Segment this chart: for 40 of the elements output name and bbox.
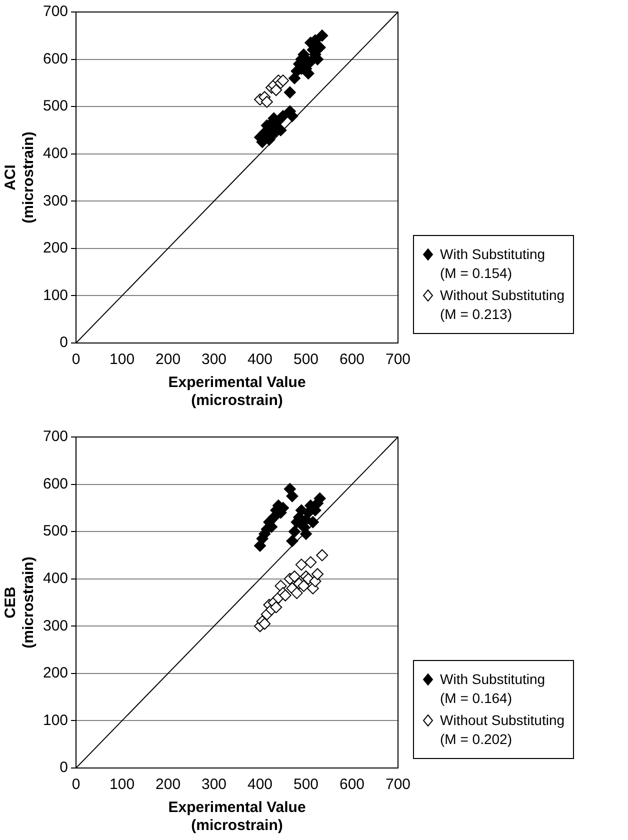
y-tick-label: 0 — [60, 334, 68, 352]
y-tick-label: 0 — [60, 759, 68, 776]
y-tick-label: 400 — [42, 570, 68, 587]
x-tick-label: 100 — [110, 776, 135, 794]
x-tick-label: 700 — [385, 776, 411, 794]
y-tick-label: 400 — [42, 145, 68, 162]
y-tick-label: 600 — [42, 50, 68, 68]
x-tick-label: 600 — [339, 776, 365, 794]
x-tick-label: 500 — [293, 351, 319, 368]
x-tick-label: 400 — [247, 776, 273, 794]
y-tick-label: 700 — [42, 3, 68, 20]
x-tick-label: 0 — [72, 776, 80, 794]
y-tick-label: 700 — [42, 428, 68, 446]
x-axis-title: Experimental Value (microstrain) — [168, 799, 306, 834]
y-tick-label: 600 — [42, 475, 68, 492]
legend-label: Without Substituting (M = 0.202) — [440, 711, 565, 749]
y-tick-label: 100 — [42, 712, 68, 729]
x-tick-label: 300 — [202, 776, 227, 794]
x-tick-label: 600 — [339, 351, 365, 368]
x-tick-label: 100 — [110, 351, 135, 368]
x-tick-label: 200 — [156, 776, 181, 794]
x-tick-label: 0 — [72, 351, 80, 368]
x-tick-label: 200 — [156, 351, 181, 368]
x-tick-label: 400 — [247, 351, 273, 368]
legend-label: Without Substituting (M = 0.213) — [440, 286, 565, 324]
x-tick-label: 500 — [293, 776, 319, 794]
x-axis-title: Experimental Value (microstrain) — [168, 374, 306, 410]
legend-label: With Substituting (M = 0.154) — [440, 245, 546, 283]
y-tick-label: 300 — [42, 192, 68, 210]
y-tick-label: 300 — [42, 617, 68, 634]
y-axis-title: CEB (microstrain) — [2, 556, 38, 648]
y-tick-label: 100 — [42, 286, 68, 304]
y-tick-label: 200 — [42, 664, 68, 682]
y-tick-label: 200 — [42, 240, 68, 257]
y-tick-label: 500 — [42, 522, 68, 540]
x-tick-label: 700 — [385, 351, 411, 368]
x-tick-label: 300 — [202, 351, 227, 368]
y-axis-title: ACI (microstrain) — [2, 132, 38, 224]
legend-label: With Substituting (M = 0.164) — [440, 670, 546, 708]
y-tick-label: 500 — [42, 98, 68, 115]
